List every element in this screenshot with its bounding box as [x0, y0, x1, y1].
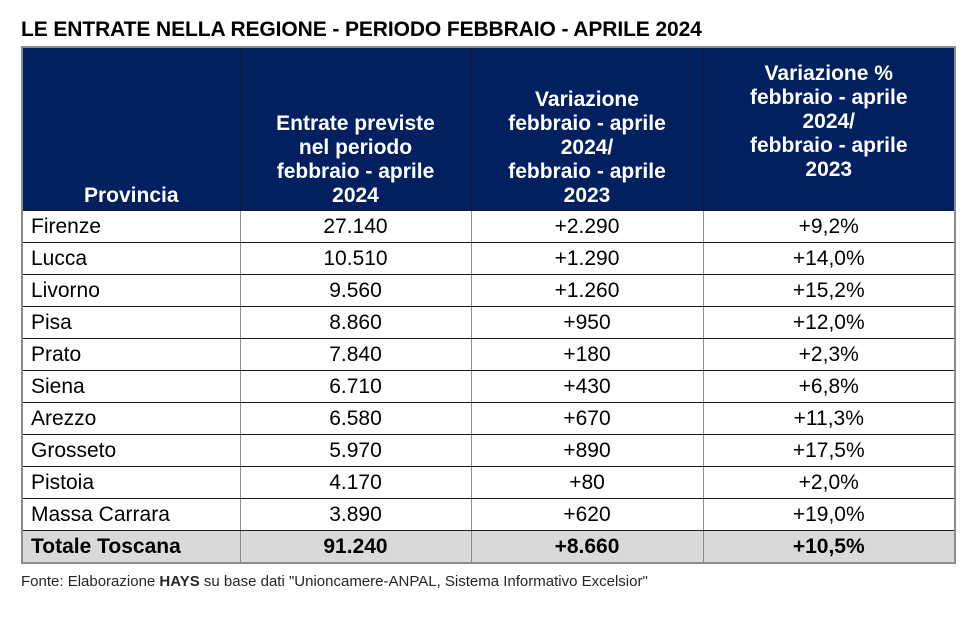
- source-note: Fonte: Elaborazione HAYS su base dati "U…: [21, 573, 648, 590]
- cell-variazione: +2.290: [470, 210, 704, 243]
- header-row: Provincia Entrate previste nel periodo f…: [21, 47, 956, 211]
- table-row: Lucca 10.510 +1.290 +14,0%: [21, 242, 956, 275]
- cell-variazione: +1.290: [470, 242, 704, 275]
- table-row: Grosseto 5.970 +890 +17,5%: [21, 434, 956, 467]
- cell-entrate: 27.140: [239, 210, 472, 243]
- cell-variazione-pct: +11,3%: [702, 402, 956, 435]
- entrate-table: Provincia Entrate previste nel periodo f…: [21, 46, 956, 564]
- header-provincia: Provincia: [21, 47, 241, 211]
- cell-variazione-pct: +2,0%: [702, 466, 956, 499]
- header-variazione-line: febbraio - aprile: [508, 111, 666, 135]
- cell-provincia: Firenze: [21, 210, 241, 243]
- table-row: Prato 7.840 +180 +2,3%: [21, 338, 956, 371]
- source-suffix: su base dati "Unioncamere-ANPAL, Sistema…: [199, 573, 648, 590]
- cell-provincia: Prato: [21, 338, 241, 371]
- cell-provincia: Massa Carrara: [21, 498, 241, 531]
- cell-variazione-pct: +19,0%: [702, 498, 956, 531]
- page-title: LE ENTRATE NELLA REGIONE - PERIODO FEBBR…: [21, 18, 702, 41]
- cell-provincia: Siena: [21, 370, 241, 403]
- header-entrate-line: 2024: [332, 183, 379, 207]
- cell-entrate: 4.170: [239, 466, 472, 499]
- cell-variazione: +950: [470, 306, 704, 339]
- table-row: Pistoia 4.170 +80 +2,0%: [21, 466, 956, 499]
- table-row: Firenze 27.140 +2.290 +9,2%: [21, 210, 956, 243]
- cell-variazione-pct: +12,0%: [702, 306, 956, 339]
- header-variazione-pct-line: 2023: [805, 158, 853, 181]
- cell-variazione-pct: +6,8%: [702, 370, 956, 403]
- cell-variazione: +180: [470, 338, 704, 371]
- cell-provincia: Lucca: [21, 242, 241, 275]
- header-entrate-line: febbraio - aprile: [276, 159, 435, 183]
- header-variazione-line: febbraio - aprile: [508, 159, 666, 183]
- table-row: Pisa 8.860 +950 +12,0%: [21, 306, 956, 339]
- header-variazione-line: 2024/: [560, 135, 614, 159]
- cell-variazione: +430: [470, 370, 704, 403]
- cell-variazione-pct: +9,2%: [702, 210, 956, 243]
- cell-variazione: +670: [470, 402, 704, 435]
- cell-provincia: Livorno: [21, 274, 241, 307]
- header-variazione-pct: Variazione % febbraio - aprile 2024/ feb…: [702, 47, 956, 211]
- table-body: Firenze 27.140 +2.290 +9,2% Lucca 10.510 +1.29…: [21, 210, 956, 563]
- total-row: Totale Toscana 91.240 +8.660 +10,5%: [21, 530, 956, 563]
- cell-entrate: 6.580: [239, 402, 472, 435]
- cell-variazione-pct: +17,5%: [702, 434, 956, 467]
- header-entrate-line: nel periodo: [298, 135, 413, 159]
- cell-variazione: +890: [470, 434, 704, 467]
- cell-variazione: +620: [470, 498, 704, 531]
- cell-entrate: 8.860: [239, 306, 472, 339]
- cell-entrate: 10.510: [239, 242, 472, 275]
- total-provincia: Totale Toscana: [21, 530, 241, 563]
- header-variazione-pct-line: Variazione %: [764, 62, 893, 85]
- source-prefix: Fonte: Elaborazione: [21, 573, 160, 590]
- header-variazione-pct-line: febbraio - aprile: [749, 86, 908, 109]
- cell-provincia: Grosseto: [21, 434, 241, 467]
- cell-entrate: 3.890: [239, 498, 472, 531]
- table-row: Massa Carrara 3.890 +620 +19,0%: [21, 498, 956, 531]
- cell-entrate: 7.840: [239, 338, 472, 371]
- cell-variazione-pct: +2,3%: [702, 338, 956, 371]
- table-row: Livorno 9.560 +1.260 +15,2%: [21, 274, 956, 307]
- cell-provincia: Pistoia: [21, 466, 241, 499]
- total-variazione: +8.660: [470, 530, 704, 563]
- header-variazione-pct-line: 2024/: [802, 110, 856, 133]
- cell-entrate: 5.970: [239, 434, 472, 467]
- cell-variazione: +1.260: [470, 274, 704, 307]
- cell-entrate: 6.710: [239, 370, 472, 403]
- total-entrate: 91.240: [239, 530, 472, 563]
- cell-variazione: +80: [470, 466, 704, 499]
- header-variazione: Variazione febbraio - aprile 2024/ febbr…: [470, 47, 704, 211]
- cell-provincia: Pisa: [21, 306, 241, 339]
- cell-provincia: Arezzo: [21, 402, 241, 435]
- header-variazione-pct-line: febbraio - aprile: [749, 134, 908, 157]
- header-variazione-line: 2023: [563, 183, 611, 207]
- header-entrate: Entrate previste nel periodo febbraio - …: [239, 47, 472, 211]
- source-brand: HAYS: [159, 573, 200, 590]
- header-entrate-line: Entrate previste: [276, 111, 435, 135]
- cell-variazione-pct: +15,2%: [702, 274, 956, 307]
- header-variazione-line: Variazione: [535, 87, 639, 111]
- total-variazione-pct: +10,5%: [702, 530, 956, 563]
- table-row: Arezzo 6.580 +670 +11,3%: [21, 402, 956, 435]
- header-provincia-label: Provincia: [83, 183, 179, 207]
- cell-entrate: 9.560: [239, 274, 472, 307]
- cell-variazione-pct: +14,0%: [702, 242, 956, 275]
- table-row: Siena 6.710 +430 +6,8%: [21, 370, 956, 403]
